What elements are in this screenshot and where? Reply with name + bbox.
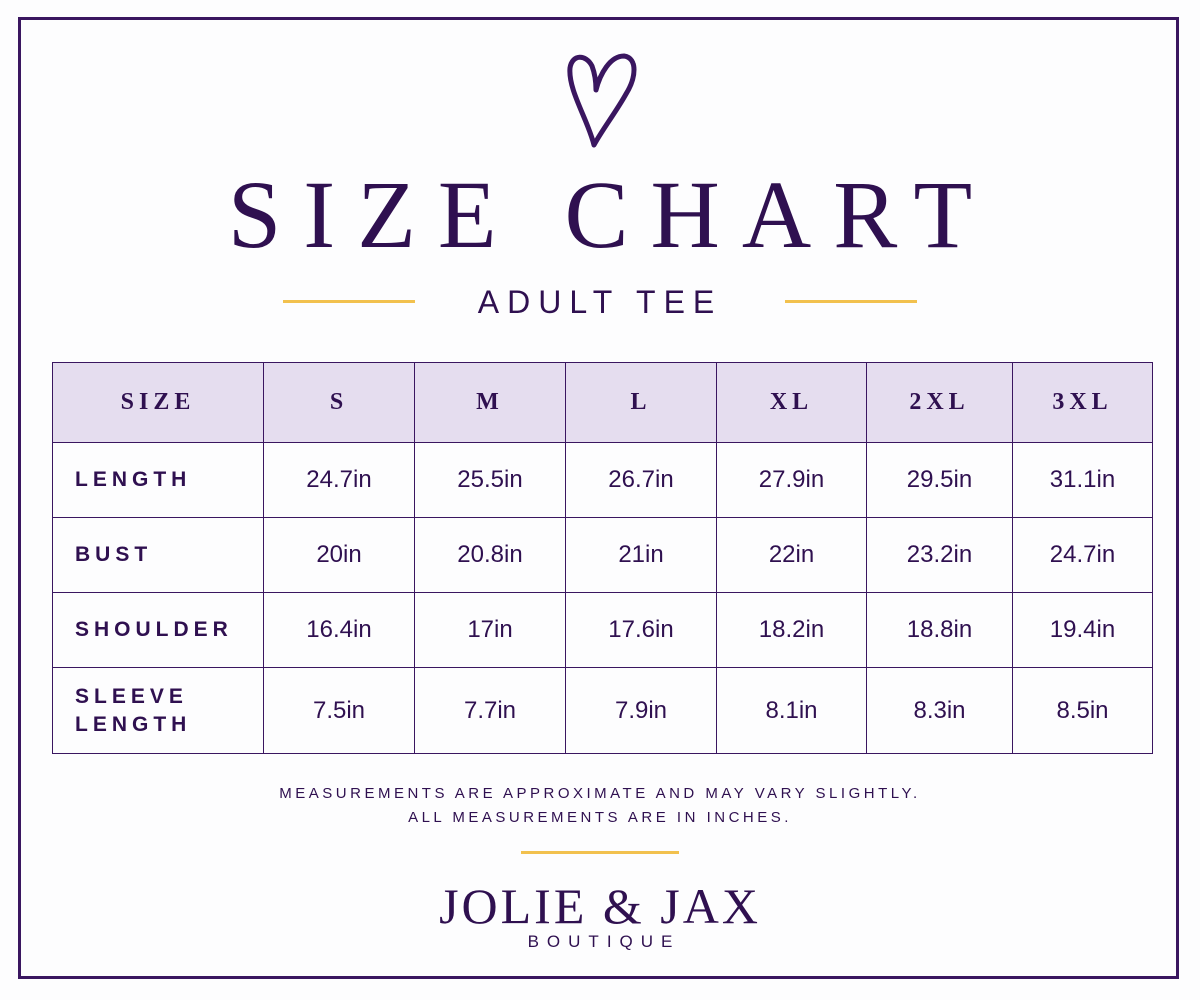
cell: 16.4in [263, 592, 415, 668]
cell: 21in [565, 517, 717, 593]
subtitle: ADULT TEE [477, 284, 723, 320]
note: MEASUREMENTS ARE APPROXIMATE AND MAY VAR… [279, 785, 921, 802]
row-header: SHOULDER [52, 592, 264, 668]
cell: 19.4in [1012, 592, 1153, 668]
table-row: SHOULDER 16.4in 17in 17.6in 18.2in 18.8in 19.4… [52, 592, 1153, 668]
cell: 8.3in [866, 667, 1013, 754]
cell: 25.5in [414, 442, 566, 518]
cell: 27.9in [716, 442, 867, 518]
cell: 20.8in [414, 517, 566, 593]
table-row: SLEEVE LENGTH 7.5in 7.7in 7.9in 8.1in 8.3in 8.… [52, 667, 1153, 754]
brand-name: JOLIE & JAX [439, 878, 761, 934]
cell: 18.2in [716, 592, 867, 668]
column-header: M [414, 362, 566, 443]
cell: 23.2in [866, 517, 1013, 593]
cell: 31.1in [1012, 442, 1153, 518]
cell: 8.1in [716, 667, 867, 754]
cell: 24.7in [263, 442, 415, 518]
row-header: LENGTH [52, 442, 264, 518]
notes: MEASUREMENTS ARE APPROXIMATE AND MAY VAR… [0, 782, 1200, 830]
cell: 17in [414, 592, 566, 668]
frame [18, 17, 1179, 979]
row-header: BUST [52, 517, 264, 593]
column-header: SIZE [52, 362, 264, 443]
divider [785, 300, 917, 303]
heart-icon [567, 53, 637, 148]
row-header: SLEEVE LENGTH [52, 667, 264, 754]
table-row: LENGTH 24.7in 25.5in 26.7in 27.9in 29.5in 31.1… [52, 442, 1153, 518]
divider [283, 300, 415, 303]
cell: 20in [263, 517, 415, 593]
cell: 7.7in [414, 667, 566, 754]
brand-tagline: BOUTIQUE [527, 932, 681, 951]
table-row: BUST 20in 20.8in 21in 22in 23.2in 24.7in [52, 517, 1153, 593]
column-header: 3XL [1012, 362, 1153, 443]
column-header: L [565, 362, 717, 443]
cell: 24.7in [1012, 517, 1153, 593]
size-table: SIZE S M L XL 2XL 3XL LENGTH 24.7in 25.5in 26.7in… [52, 362, 1153, 754]
column-header: S [263, 362, 415, 443]
divider [521, 851, 679, 854]
cell: 26.7in [565, 442, 717, 518]
column-header: XL [716, 362, 867, 443]
header-row: SIZE S M L XL 2XL 3XL [52, 362, 1153, 443]
cell: 18.8in [866, 592, 1013, 668]
cell: 29.5in [866, 442, 1013, 518]
note: ALL MEASUREMENTS ARE IN INCHES. [408, 809, 792, 826]
title: SIZE CHART [227, 161, 995, 268]
cell: 22in [716, 517, 867, 593]
cell: 17.6in [565, 592, 717, 668]
cell: 8.5in [1012, 667, 1153, 754]
cell: 7.5in [263, 667, 415, 754]
column-header: 2XL [866, 362, 1013, 443]
cell: 7.9in [565, 667, 717, 754]
